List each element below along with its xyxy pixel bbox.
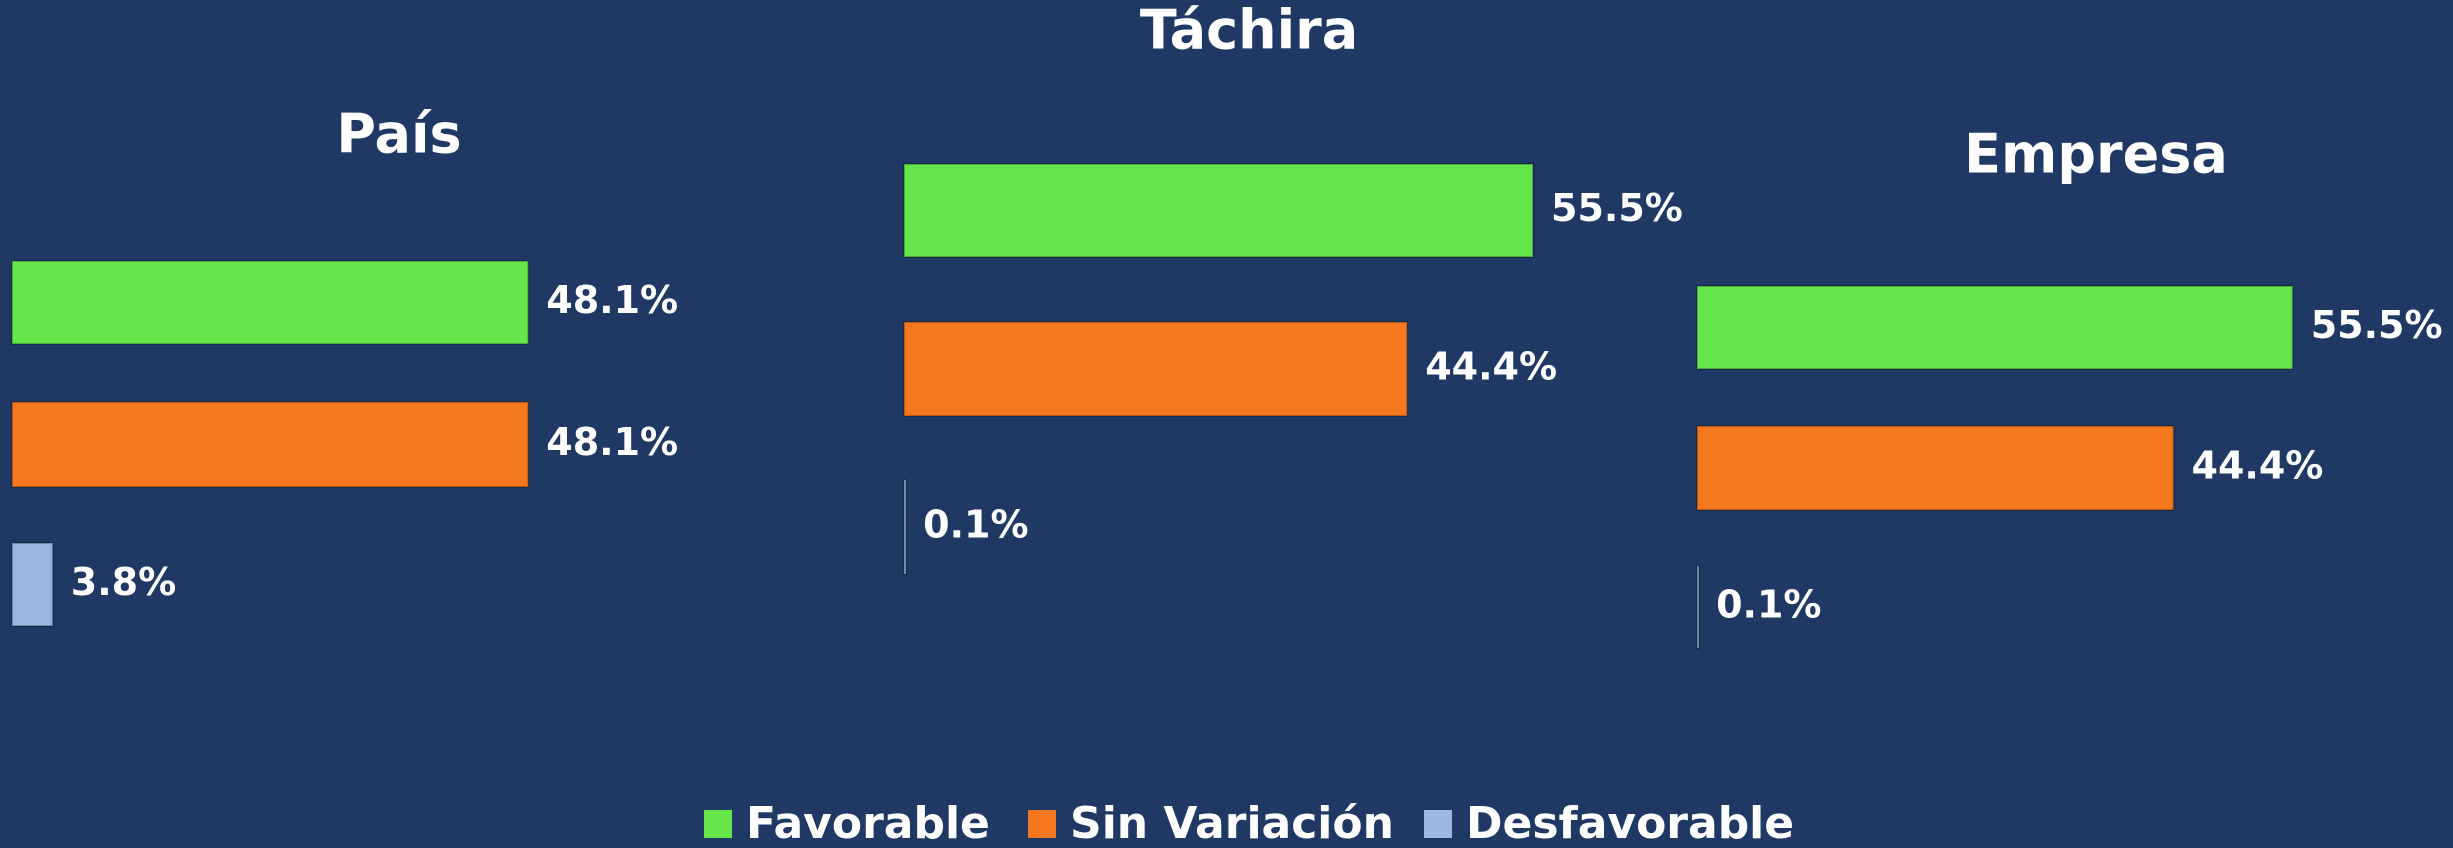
value-label: 48.1%	[546, 420, 678, 464]
legend-label: Sin Variación	[1070, 798, 1394, 848]
value-label: 3.8%	[71, 560, 176, 604]
bar	[11, 260, 530, 345]
chart-title: Táchira	[1140, 0, 1358, 62]
bar	[1696, 565, 1700, 649]
value-label: 55.5%	[1551, 186, 1683, 230]
bar	[903, 321, 1409, 417]
value-label: 48.1%	[546, 278, 678, 322]
legend-label: Desfavorable	[1466, 798, 1794, 848]
value-label: 0.1%	[1716, 583, 1821, 627]
legend-swatch	[1028, 810, 1056, 838]
bar	[903, 479, 907, 575]
bar	[1696, 285, 2294, 370]
bar	[11, 542, 54, 627]
value-label: 55.5%	[2311, 303, 2443, 347]
legend-swatch	[704, 810, 732, 838]
bar	[11, 401, 530, 488]
chart-title: Empresa	[1964, 123, 2228, 186]
legend-label: Favorable	[746, 798, 990, 848]
legend-swatch	[1424, 810, 1452, 838]
value-label: 44.4%	[1425, 345, 1557, 389]
chart-title: País	[336, 103, 461, 166]
bar	[1696, 425, 2175, 511]
value-label: 0.1%	[923, 503, 1028, 547]
bar	[903, 163, 1534, 258]
value-label: 44.4%	[2192, 444, 2324, 488]
